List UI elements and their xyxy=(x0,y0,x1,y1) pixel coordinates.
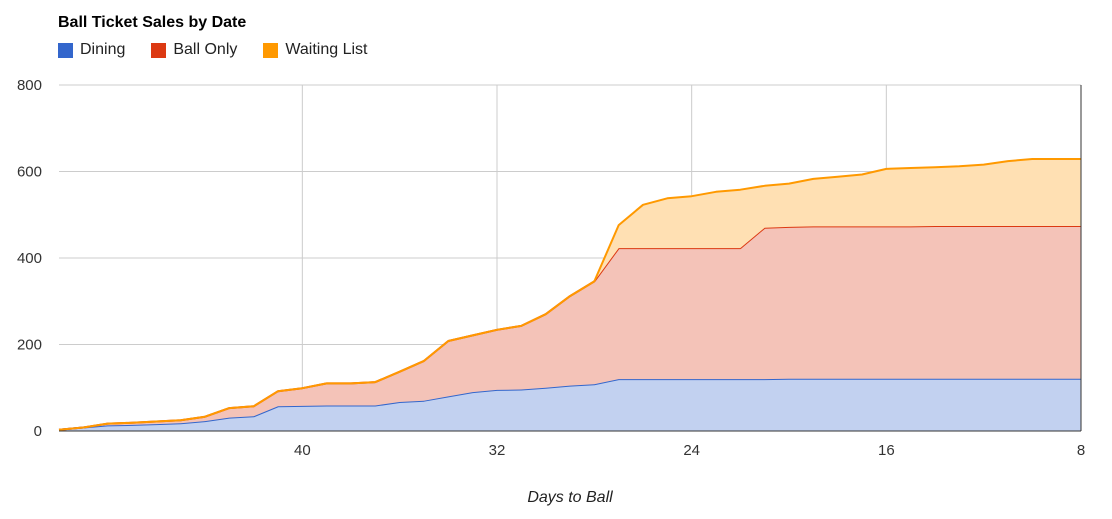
legend-swatch-waiting-list xyxy=(263,42,279,58)
y-tick-label: 600 xyxy=(17,164,42,181)
y-tick-label: 400 xyxy=(17,250,42,267)
legend-label-ball-only: Ball Only xyxy=(173,41,238,58)
legend-item-ball-only[interactable]: Ball Only xyxy=(151,41,237,59)
area-waiting-list xyxy=(59,159,1081,430)
legend-swatch-dining xyxy=(58,42,73,58)
y-tick-label: 800 xyxy=(17,77,42,94)
legend-item-waiting-list[interactable]: Waiting List xyxy=(263,41,368,59)
y-tick-label: 200 xyxy=(17,337,42,354)
x-tick-label: 16 xyxy=(878,442,895,459)
x-tick-label: 24 xyxy=(683,442,700,459)
x-tick-label: 40 xyxy=(294,442,311,459)
legend-label-dining: Dining xyxy=(80,41,126,58)
chart-title: Ball Ticket Sales by Date xyxy=(58,14,247,31)
legend: Dining Ball Only Waiting List xyxy=(58,41,394,59)
area-dining xyxy=(59,378,1081,431)
area-ball-only xyxy=(59,226,1081,430)
x-tick-label: 8 xyxy=(1077,442,1085,459)
x-axis-title: Days to Ball xyxy=(527,489,613,506)
legend-swatch-ball-only xyxy=(151,42,167,58)
x-tick-label: 32 xyxy=(489,442,506,459)
y-tick-label: 0 xyxy=(34,423,42,440)
legend-item-dining[interactable]: Dining xyxy=(58,41,125,59)
legend-label-waiting-list: Waiting List xyxy=(285,41,368,58)
series-line-waiting-list xyxy=(58,158,1081,431)
